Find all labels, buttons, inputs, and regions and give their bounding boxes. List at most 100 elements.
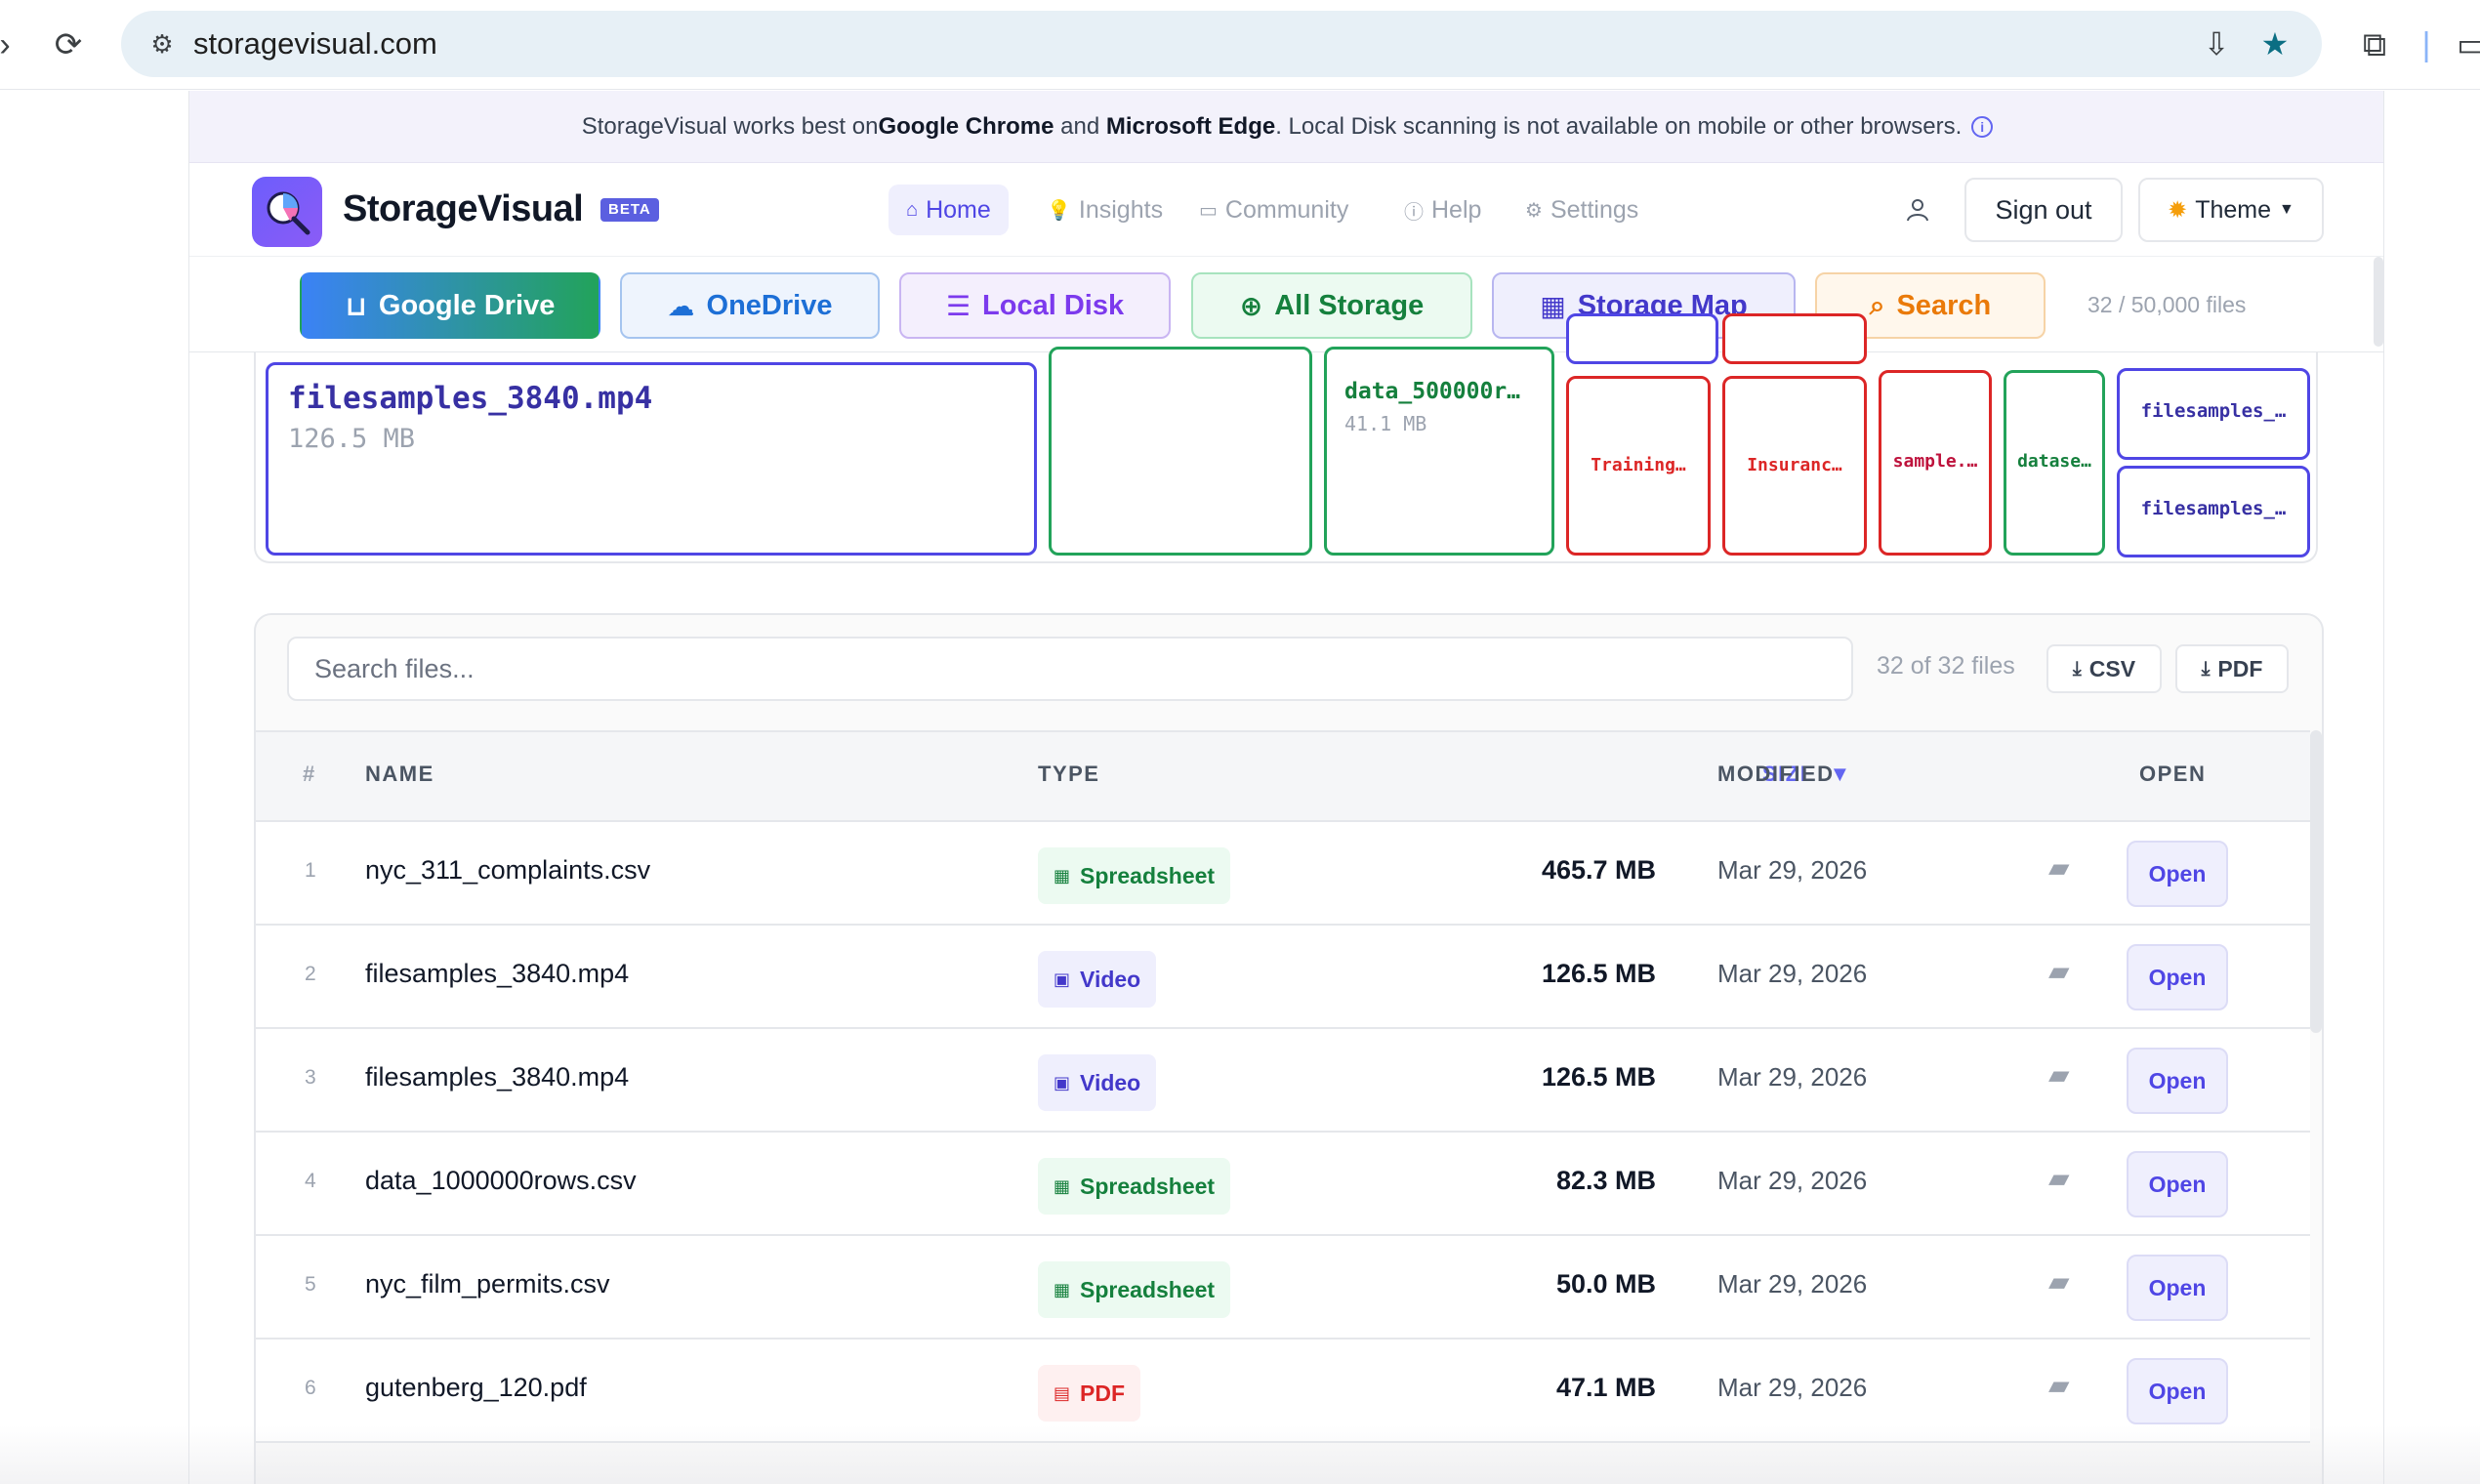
table-row[interactable]: 1 nyc_311_complaints.csv ▦ Spreadsheet 465.7… <box>256 822 2310 926</box>
col-modified[interactable]: MODIFIED <box>1717 762 1835 786</box>
nav-community[interactable]: ▭ Community <box>1181 185 1366 235</box>
video-icon: ▣ <box>1054 969 1071 989</box>
row-index: 1 <box>305 859 316 882</box>
modified-date: Mar 29, 2026 <box>1717 959 1868 988</box>
export-csv-button[interactable]: ⤓ CSV <box>2046 644 2162 693</box>
export-pdf-button[interactable]: ⤓ PDF <box>2175 644 2289 693</box>
notice-text-before: StorageVisual works best on <box>581 112 879 140</box>
open-button[interactable]: Open <box>2127 1358 2228 1424</box>
row-index: 4 <box>305 1170 316 1192</box>
folder-icon[interactable]: ▰ <box>2048 956 2070 986</box>
table-row[interactable]: 5 nyc_film_permits.csv ▦ Spreadsheet 50.0 MB… <box>256 1236 2310 1340</box>
file-name[interactable]: filesamples_3840.mp4 <box>365 1062 630 1092</box>
open-button[interactable]: Open <box>2127 1151 2228 1217</box>
treemap-tile[interactable] <box>1722 313 1867 364</box>
folder-icon[interactable]: ▰ <box>2048 852 2070 883</box>
notice-and: and <box>1054 112 1106 140</box>
extensions-icon[interactable]: ⧉ <box>2362 25 2387 63</box>
table-row[interactable]: 6 gutenberg_120.pdf ▤ PDF 47.1 MB Mar 29, 202… <box>256 1340 2310 1443</box>
file-name[interactable]: nyc_film_permits.csv <box>365 1269 610 1298</box>
nav-home[interactable]: ⌂ Home <box>889 185 1009 235</box>
file-name[interactable]: gutenberg_120.pdf <box>365 1373 587 1402</box>
file-name[interactable]: nyc_311_complaints.csv <box>365 855 651 885</box>
reload-icon[interactable]: ⟳ <box>54 26 83 63</box>
grid-icon: ▦ <box>1054 865 1071 886</box>
url-text[interactable]: storagevisual.com <box>193 26 437 61</box>
type-label: Spreadsheet <box>1080 862 1216 888</box>
logo[interactable] <box>252 177 322 247</box>
treemap-tile[interactable]: Insuranc… <box>1722 376 1867 556</box>
table-row[interactable]: 4 data_1000000rows.csv ▦ Spreadsheet 82.3 MB… <box>256 1133 2310 1236</box>
server-icon: ☰ <box>945 290 971 321</box>
table-scrollbar[interactable] <box>2310 730 2322 1033</box>
tab-google-drive[interactable]: ⊔ Google Drive <box>300 272 600 339</box>
search-files-input[interactable] <box>287 637 1853 701</box>
file-size: 50.0 MB <box>1555 1269 1656 1298</box>
grid-icon: ▦ <box>1540 290 1566 321</box>
open-button[interactable]: Open <box>2127 1255 2228 1321</box>
tab-all-storage[interactable]: ⊕ All Storage <box>1191 272 1472 339</box>
type-label: Video <box>1080 966 1141 992</box>
treemap-tile-name: Insuranc… <box>1747 455 1842 475</box>
tab-all-storage-label: All Storage <box>1274 289 1425 321</box>
nav-settings[interactable]: ⚙ Settings <box>1508 185 1656 235</box>
theme-label: Theme <box>2195 195 2272 224</box>
treemap-tile[interactable]: filesamples_… <box>2117 368 2310 460</box>
table-row[interactable]: 2 filesamples_3840.mp4 ▣ Video 126.5 MB Mar 2… <box>256 926 2310 1029</box>
treemap-tile-size: 126.5 MB <box>288 424 416 454</box>
nav-insights[interactable]: 💡 Insights <box>1029 185 1180 235</box>
col-name[interactable]: NAME <box>365 762 434 786</box>
treemap-tile[interactable]: Training… <box>1566 376 1711 556</box>
treemap-tile[interactable]: filesamples_… <box>2117 466 2310 557</box>
folder-icon[interactable]: ▰ <box>2048 1266 2070 1297</box>
download-icon: ⤓ <box>2201 657 2211 680</box>
bookmark-star-icon[interactable]: ★ <box>2260 26 2290 62</box>
video-icon: ▣ <box>1054 1072 1071 1092</box>
treemap-tile[interactable]: data_500000r… 41.1 MB <box>1324 347 1554 556</box>
file-name[interactable]: data_1000000rows.csv <box>365 1166 637 1195</box>
folder-icon[interactable]: ▰ <box>2048 1059 2070 1090</box>
treemap-tile[interactable]: datase… <box>2004 370 2105 556</box>
search-icon: ⌕ <box>1869 289 1885 320</box>
gear-icon: ⚙ <box>1525 199 1543 222</box>
tab-onedrive[interactable]: ☁ OneDrive <box>620 272 880 339</box>
tab-local-disk[interactable]: ☰ Local Disk <box>899 272 1171 339</box>
tab-search-label: Search <box>1896 289 1992 321</box>
home-icon: ⌂ <box>906 198 919 221</box>
tabs-scrollbar[interactable] <box>2374 257 2383 347</box>
modified-date: Mar 29, 2026 <box>1717 1166 1868 1195</box>
treemap-tile[interactable]: filesamples_3840.mp4 126.5 MB <box>266 362 1037 556</box>
nav-help[interactable]: ⓘ Help <box>1386 185 1499 235</box>
chat-icon: ▭ <box>1199 199 1218 222</box>
site-settings-icon[interactable]: ⚙ <box>150 28 174 59</box>
tab-search[interactable]: ⌕ Search <box>1815 272 2046 339</box>
file-name[interactable]: filesamples_3840.mp4 <box>365 959 630 988</box>
folder-icon[interactable]: ▰ <box>2048 1370 2070 1400</box>
page: StorageVisual works best on Google Chrom… <box>188 91 2384 1484</box>
sign-out-button[interactable]: Sign out <box>1964 178 2123 242</box>
brand-name[interactable]: StorageVisual <box>343 188 584 229</box>
open-button[interactable]: Open <box>2127 944 2228 1010</box>
open-button[interactable]: Open <box>2127 841 2228 907</box>
treemap-tile[interactable] <box>1049 347 1312 556</box>
install-app-icon[interactable]: ⇩ <box>2203 26 2230 62</box>
forward-arrow-icon[interactable]: › <box>0 25 11 63</box>
theme-button[interactable]: ✹ Theme ▼ <box>2138 178 2324 242</box>
side-panel-icon[interactable]: ▭ <box>2456 26 2480 63</box>
beta-badge: BETA <box>600 198 659 222</box>
table-row[interactable]: 3 filesamples_3840.mp4 ▣ Video 126.5 MB Mar 2… <box>256 1029 2310 1133</box>
treemap-tile[interactable]: sample.… <box>1879 370 1992 556</box>
person-icon <box>1907 199 1928 222</box>
lightbulb-icon: 💡 <box>1047 199 1071 222</box>
col-size[interactable]: SIZE ▼ <box>1762 762 1852 787</box>
address-bar[interactable]: ⚙ storagevisual.com ⇩ ★ <box>121 11 2322 77</box>
col-type[interactable]: TYPE <box>1038 762 1100 786</box>
open-button[interactable]: Open <box>2127 1048 2228 1114</box>
user-icon[interactable] <box>1900 192 1935 227</box>
row-index: 5 <box>305 1273 316 1296</box>
pdf-label: PDF <box>2217 655 2263 681</box>
modified-date: Mar 29, 2026 <box>1717 1373 1868 1402</box>
info-icon[interactable]: i <box>1971 115 1994 138</box>
folder-icon[interactable]: ▰ <box>2048 1163 2070 1193</box>
treemap-tile[interactable] <box>1566 313 1718 364</box>
